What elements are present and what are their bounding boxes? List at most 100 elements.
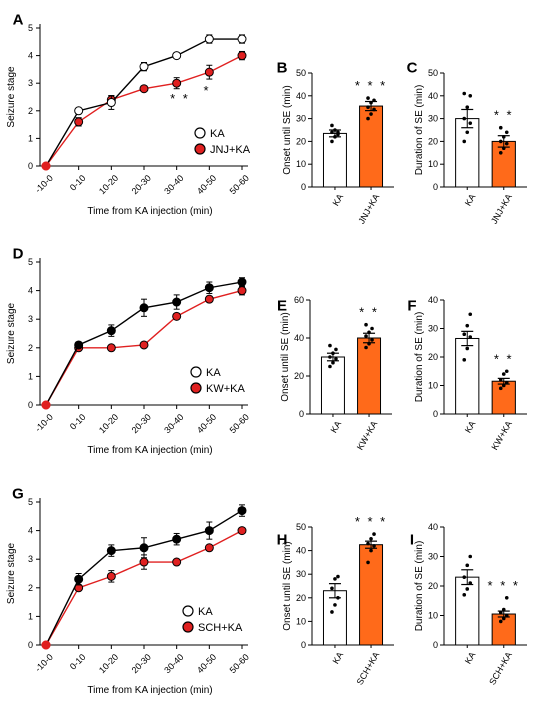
data-point	[465, 587, 470, 591]
y-tick-label: 30	[296, 569, 306, 579]
y-tick-label: 50	[428, 68, 438, 78]
data-point	[498, 378, 503, 382]
data-point	[369, 112, 373, 116]
x-tick-label: 40-50	[195, 412, 218, 435]
legend-marker	[194, 127, 206, 139]
data-point	[366, 541, 370, 546]
data-point	[172, 297, 182, 307]
x-axis-label: Time from KA injection (min)	[87, 445, 212, 456]
data-point	[465, 563, 470, 568]
data-point	[366, 96, 370, 100]
y-tick-label: 50	[296, 68, 306, 78]
y-tick-label: 2	[28, 583, 33, 593]
data-point	[106, 571, 116, 581]
data-point	[334, 357, 338, 361]
x-tick-label: KA	[463, 192, 478, 207]
data-point	[106, 98, 116, 108]
data-point	[330, 130, 334, 135]
data-point	[237, 277, 247, 287]
x-tick-label: 10-20	[97, 412, 120, 435]
x-tick-label: KA	[329, 419, 344, 434]
data-point	[501, 383, 506, 388]
y-tick-label: 40	[428, 522, 438, 532]
y-tick-label: 0	[28, 640, 33, 650]
data-point	[333, 577, 337, 581]
y-axis-label: Seizure stage	[6, 302, 17, 364]
panel-a: A 0 1 2 3 4 5 -10-0 0-10 10-20 20-30 30-40 40-50 50-6…	[6, 11, 251, 217]
legend-marker	[190, 382, 202, 394]
data-point	[41, 161, 51, 171]
data-point	[106, 326, 116, 336]
y-tick-label: 30	[296, 114, 306, 124]
data-point	[367, 330, 371, 335]
significance-label: * *	[359, 305, 379, 320]
y-tick-label: 0	[301, 182, 306, 192]
x-tick-label: KW+KA	[489, 419, 514, 452]
y-tick-label: 0	[299, 409, 304, 419]
legend-marker	[190, 366, 202, 378]
y-tick-label: 0	[433, 640, 438, 650]
data-point	[370, 326, 374, 331]
significance-label: * * *	[355, 514, 387, 529]
y-tick-label: 40	[294, 333, 304, 343]
bar	[322, 132, 347, 188]
data-point	[462, 593, 467, 597]
data-point	[501, 607, 506, 612]
panel-label: A	[13, 11, 24, 28]
significance-label: * *	[494, 351, 514, 366]
panel-label: G	[12, 485, 24, 502]
y-tick-label: 0	[301, 640, 306, 650]
x-tick-label: KA	[331, 650, 346, 665]
x-tick-label: JNJ+KA	[489, 192, 514, 225]
data-point	[372, 107, 376, 112]
x-tick-label: 40-50	[195, 652, 218, 675]
x-tick-label: 0-10	[68, 412, 88, 432]
x-tick-label: 30-40	[162, 173, 185, 196]
data-point	[139, 557, 149, 567]
y-tick-label: 3	[28, 78, 33, 88]
y-axis-label: Onset until SE (min)	[280, 312, 291, 401]
significance-label: * *	[170, 91, 190, 106]
data-point	[465, 346, 470, 351]
data-point	[504, 141, 509, 146]
x-tick-label: KA	[463, 419, 478, 434]
data-point	[366, 560, 370, 565]
panel-d: D 0 1 2 3 4 5 -10-0 0-10 10-20 20-30 30-40 40-50 50-6…	[6, 245, 251, 456]
data-point	[74, 574, 84, 584]
data-point	[504, 613, 509, 618]
y-axis-label: Onset until SE (min)	[282, 85, 293, 174]
y-axis-label: Onset until SE (min)	[282, 541, 293, 630]
data-point	[501, 372, 506, 376]
data-point	[204, 283, 214, 293]
x-tick-label: 30-40	[162, 412, 185, 435]
data-point	[106, 546, 116, 556]
data-point	[468, 554, 473, 559]
data-point	[172, 311, 182, 321]
y-tick-label: 10	[428, 381, 438, 391]
data-point	[237, 286, 247, 296]
data-point	[465, 130, 470, 135]
data-point	[237, 526, 247, 536]
data-point	[370, 338, 374, 342]
data-point	[172, 78, 182, 88]
data-point	[462, 139, 467, 144]
data-point	[498, 125, 503, 130]
data-point	[74, 340, 84, 350]
data-point	[204, 67, 214, 77]
panel-label: C	[407, 59, 418, 76]
data-point	[468, 121, 473, 125]
data-point	[334, 347, 338, 352]
data-point	[498, 386, 503, 391]
x-tick-label: 0-10	[68, 173, 88, 193]
y-tick-label: 40	[296, 91, 306, 101]
data-point	[462, 575, 467, 579]
legend-label: KA	[210, 128, 225, 140]
data-point	[462, 332, 467, 337]
panel-label: B	[277, 59, 288, 76]
legend-marker	[182, 605, 194, 617]
bar	[359, 105, 384, 188]
